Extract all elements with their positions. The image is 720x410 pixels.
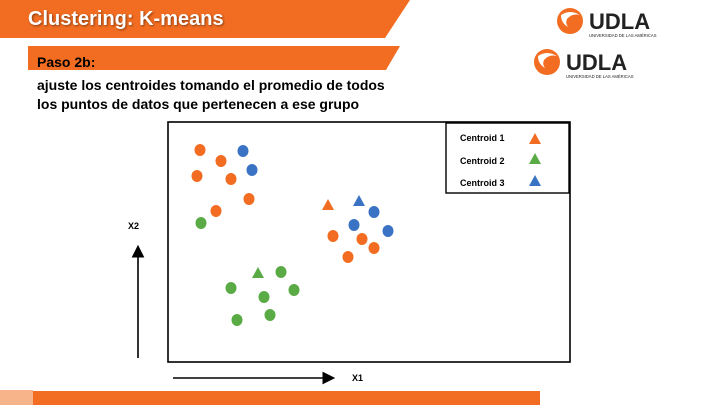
legend-entry: Centroid 2 [460, 153, 541, 166]
title-banner [0, 0, 410, 38]
centroid-1-marker [322, 199, 334, 210]
footer-bar-shape [33, 391, 540, 405]
description-line: ajuste los centroides tomando el promedi… [37, 77, 385, 93]
y-axis-label: X2 [128, 221, 139, 231]
data-point-cluster-1 [327, 230, 339, 242]
slide-title: Clustering: K-means [28, 8, 224, 30]
legend-centroid-2-marker [529, 153, 541, 164]
udla-logo-secondary: UDLA UNIVERSIDAD DE LAS AMÉRICAS [530, 47, 652, 79]
footer-bar [33, 391, 540, 405]
step-description: ajuste los centroides tomando el promedi… [37, 76, 437, 114]
subtitle-banner [28, 46, 400, 70]
legend-entry: Centroid 1 [460, 133, 541, 144]
legend-label-centroid-1: Centroid 1 [460, 133, 505, 143]
legend-centroid-1-marker [529, 133, 541, 144]
logo-subtext: UNIVERSIDAD DE LAS AMÉRICAS [566, 74, 634, 79]
data-point-cluster-2 [225, 282, 237, 294]
legend-box [445, 122, 570, 194]
footer-strip [0, 390, 33, 405]
udla-logo: UDLA UNIVERSIDAD DE LAS AMÉRICAS [553, 6, 675, 38]
data-point-cluster-2 [195, 217, 207, 229]
data-point-cluster-1 [342, 251, 354, 263]
plot-frame [167, 121, 571, 363]
data-point-cluster-1 [194, 144, 206, 156]
data-point-cluster-3 [348, 219, 360, 231]
data-point-cluster-1 [243, 193, 255, 205]
centroid-3-marker [353, 195, 365, 206]
data-point-cluster-2 [231, 314, 243, 326]
logo-text: UDLA [566, 50, 627, 75]
legend-entry: Centroid 3 [460, 175, 541, 188]
step-label: Paso 2b: [37, 54, 96, 70]
data-point-cluster-2 [264, 309, 276, 321]
x-axis-label: X1 [352, 373, 363, 383]
legend-label-centroid-2: Centroid 2 [460, 156, 505, 166]
data-point-cluster-3 [237, 145, 249, 157]
legend-label-centroid-3: Centroid 3 [460, 178, 505, 188]
data-point-cluster-2 [258, 291, 270, 303]
logo-text: UDLA [589, 9, 650, 34]
data-point-cluster-1 [356, 233, 368, 245]
description-line: los puntos de datos que pertenecen a ese… [37, 96, 360, 112]
data-point-cluster-1 [368, 242, 380, 254]
title-banner-shape [0, 0, 410, 38]
data-point-cluster-1 [215, 155, 227, 167]
centroid-2-marker [252, 267, 264, 278]
subtitle-banner-shape [28, 46, 400, 70]
data-point-cluster-3 [246, 164, 258, 176]
data-point-cluster-2 [275, 266, 287, 278]
data-point-cluster-2 [288, 284, 300, 296]
logo-subtext: UNIVERSIDAD DE LAS AMÉRICAS [589, 33, 657, 38]
data-point-cluster-1 [210, 205, 222, 217]
data-point-cluster-3 [382, 225, 394, 237]
data-point-cluster-1 [225, 173, 237, 185]
legend-centroid-3-marker [529, 175, 541, 186]
data-point-cluster-3 [368, 206, 380, 218]
data-point-cluster-1 [191, 170, 203, 182]
